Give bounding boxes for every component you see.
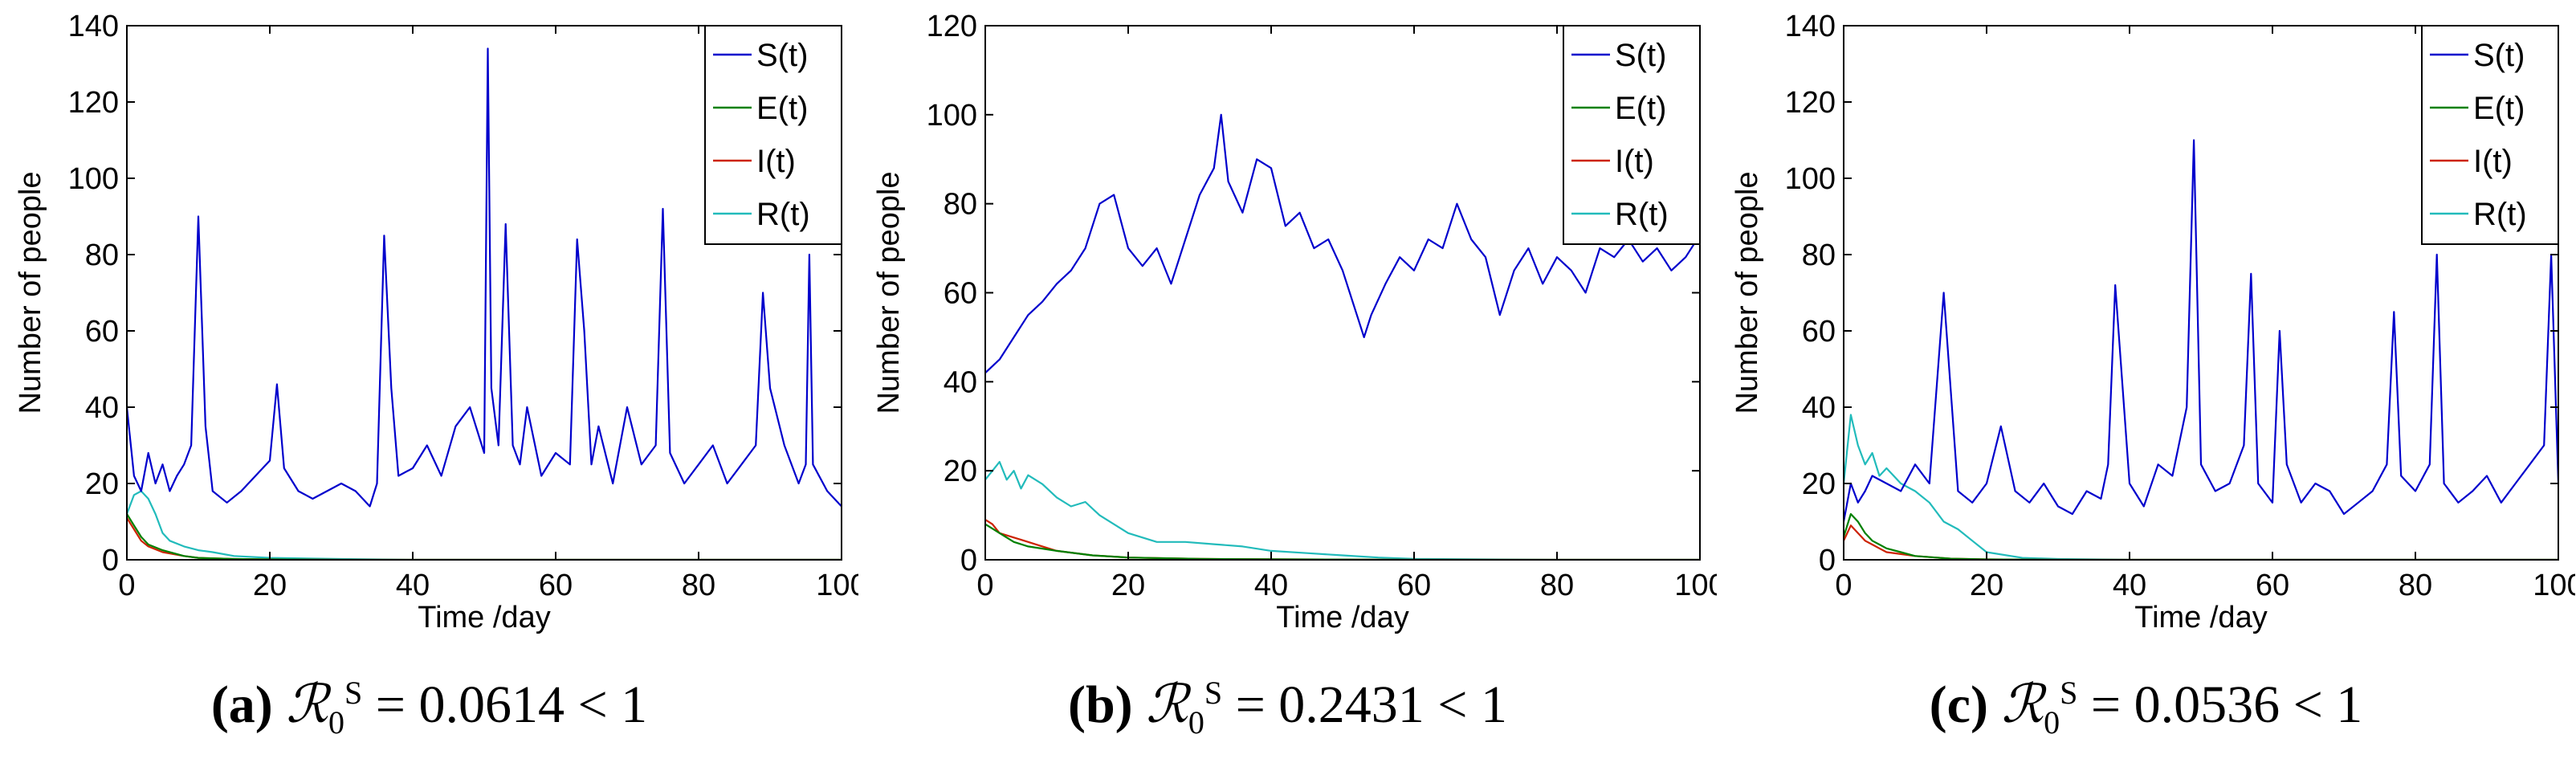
y-tick-label: 100 (1785, 162, 1836, 196)
x-tick-label: 80 (682, 569, 715, 602)
x-tick-label: 100 (1674, 569, 1717, 602)
y-tick-label: 100 (68, 162, 119, 196)
series-group (127, 47, 842, 560)
chart-c: 0 20 40 60 80 100 0 20 40 60 80 100 120 140 Time /day N… (1730, 10, 2575, 634)
series-line-et (127, 513, 842, 560)
legend-entry: R(t) (2473, 197, 2527, 232)
x-tick-label: 40 (396, 569, 430, 602)
caption-b: (b) ℛ0S = 0.2431 < 1 (858, 673, 1717, 741)
axes-box (1843, 25, 2559, 561)
x-tick-label: 80 (2399, 569, 2432, 602)
series-line-et (1844, 512, 2558, 560)
r0-symbol: ℛ (1146, 675, 1188, 734)
series-line-rt (127, 490, 842, 560)
legend-box (2421, 25, 2559, 245)
y-tick-label: 20 (85, 467, 119, 501)
y-tick-label: 60 (1802, 315, 1836, 349)
y-tick-label: 20 (944, 455, 977, 488)
legend-box (704, 25, 842, 245)
y-tick-label: 40 (1802, 391, 1836, 425)
x-tick-label: 20 (1970, 569, 2003, 602)
y-axis-label: Number of people (872, 171, 906, 414)
legend-entry: R(t) (756, 197, 810, 232)
caption-b-value: = 0.2431 < 1 (1235, 675, 1508, 734)
y-tick-label: 120 (927, 10, 977, 43)
panel-b: 0 20 40 60 80 100 0 20 40 60 80 100 120 Time /day Numb… (858, 0, 1717, 771)
legend-entry: I(t) (756, 144, 796, 179)
series-line-it (1844, 524, 2558, 560)
x-tick-label: 0 (1835, 569, 1852, 602)
y-tick-label: 120 (68, 86, 119, 120)
legend-entry: S(t) (1615, 38, 1666, 73)
caption-c-value: = 0.0536 < 1 (2090, 675, 2363, 734)
legend-entry: R(t) (1615, 197, 1669, 232)
x-tick-label: 60 (2256, 569, 2289, 602)
y-tick-label: 40 (944, 365, 977, 399)
legend-box (1563, 25, 1701, 245)
y-tick-label: 140 (68, 10, 119, 43)
chart-a: 0 20 40 60 80 100 0 20 40 60 80 100 120 140 Time /day N… (14, 10, 858, 634)
legend-entry: E(t) (1615, 91, 1666, 126)
x-tick-label: 40 (2113, 569, 2146, 602)
y-axis-label: Number of people (1730, 171, 1764, 414)
caption-c-label: (c) (1929, 675, 1988, 734)
x-axis-label: Time /day (1276, 601, 1408, 634)
panel-a: 0 20 40 60 80 100 0 20 40 60 80 100 120 140 Time /day N… (0, 0, 858, 771)
y-tick-label: 120 (1785, 86, 1836, 120)
x-axis-label: Time /day (2134, 601, 2267, 634)
x-axis-label: Time /day (418, 601, 550, 634)
y-tick-label: 0 (1819, 544, 1836, 577)
caption-a: (a) ℛ0S = 0.0614 < 1 (0, 673, 858, 741)
x-tick-label: 20 (1111, 569, 1145, 602)
legend-entry: S(t) (2473, 38, 2525, 73)
axes-box (126, 25, 842, 561)
x-tick-label: 0 (976, 569, 993, 602)
panel-c: 0 20 40 60 80 100 0 20 40 60 80 100 120 140 Time /day N… (1717, 0, 2575, 771)
y-tick-label: 100 (927, 99, 977, 133)
y-tick-label: 0 (960, 544, 977, 577)
r0-superscript: S (2060, 675, 2078, 711)
x-tick-label: 100 (2533, 569, 2575, 602)
x-tick-label: 60 (539, 569, 573, 602)
legend-entry: I(t) (1615, 144, 1654, 179)
series-line-rt (985, 460, 1700, 560)
series-line-st (1844, 139, 2558, 522)
x-tick-label: 60 (1397, 569, 1431, 602)
series-line-st (985, 113, 1700, 374)
caption-b-label: (b) (1067, 675, 1133, 734)
legend-entry: I(t) (2473, 144, 2513, 179)
x-tick-label: 100 (816, 569, 858, 602)
x-tick-label: 20 (253, 569, 287, 602)
chart-b: 0 20 40 60 80 100 0 20 40 60 80 100 120 Time /day Numb… (872, 10, 1717, 634)
caption-a-label: (a) (210, 675, 273, 734)
y-axis-label: Number of people (14, 171, 47, 414)
r0-superscript: S (344, 675, 363, 711)
r0-subscript: 0 (328, 704, 344, 741)
r0-superscript: S (1204, 675, 1223, 711)
r0-symbol: ℛ (2001, 675, 2044, 734)
y-tick-label: 40 (85, 391, 119, 425)
legend-entry: S(t) (756, 38, 808, 73)
series-line-st (127, 47, 842, 508)
y-tick-label: 60 (85, 315, 119, 349)
r0-subscript: 0 (2044, 704, 2060, 741)
legend-entry: E(t) (2473, 91, 2525, 126)
y-tick-label: 80 (944, 188, 977, 222)
x-tick-label: 40 (1254, 569, 1288, 602)
x-tick-label: 80 (1540, 569, 1574, 602)
r0-symbol: ℛ (286, 675, 328, 734)
y-tick-label: 140 (1785, 10, 1836, 43)
legend-entry: E(t) (756, 91, 808, 126)
y-tick-label: 0 (102, 544, 119, 577)
x-tick-label: 0 (118, 569, 135, 602)
caption-c: (c) ℛ0S = 0.0536 < 1 (1717, 673, 2575, 741)
y-tick-label: 20 (1802, 467, 1836, 501)
y-tick-label: 60 (944, 277, 977, 311)
y-tick-label: 80 (85, 239, 119, 272)
y-tick-label: 80 (1802, 239, 1836, 272)
caption-a-value: = 0.0614 < 1 (375, 675, 648, 734)
r0-subscript: 0 (1188, 704, 1204, 741)
